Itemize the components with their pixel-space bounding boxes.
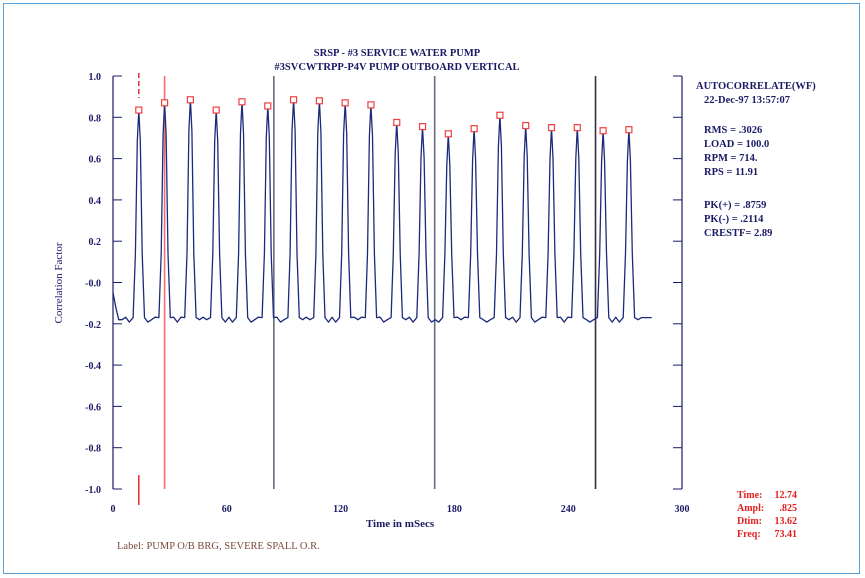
cursor-lines — [138, 73, 597, 505]
y-tick-label: 0.6 — [89, 155, 102, 166]
peak-markers — [135, 96, 633, 138]
series-line — [112, 99, 652, 323]
y-tick-label: 0.8 — [89, 113, 102, 124]
y-tick-label: 0.4 — [89, 196, 102, 207]
peak-marker — [444, 130, 452, 138]
cursor-readout: Time: 12.74 Ampl: .825 Dtim: 13.62 Freq:… — [737, 490, 797, 540]
peak-marker — [393, 118, 401, 127]
x-tick-label: 240 — [561, 504, 576, 515]
readout-label: Freq: — [737, 529, 761, 540]
series-lines — [112, 99, 652, 323]
info-header-line: 22-Dec-97 13:57:07 — [704, 95, 790, 106]
info-header-line: AUTOCORRELATE(WF) — [696, 81, 816, 92]
peak-marker — [264, 102, 272, 110]
peak-marker — [470, 125, 478, 133]
peak-marker — [599, 127, 607, 135]
x-axis-label: Time in mSecs — [366, 518, 435, 530]
info-stat-line: RPS = 11.91 — [704, 167, 758, 178]
peak-marker — [547, 124, 556, 132]
x-tick-label: 60 — [222, 504, 232, 515]
peak-marker — [186, 96, 194, 104]
x-tick-label: 0 — [111, 504, 116, 515]
chart-frame — [3, 3, 860, 574]
peak-marker — [367, 101, 375, 109]
y-tick-label: -0.4 — [85, 361, 101, 372]
info-peak-line: PK(+) = .8759 — [704, 200, 766, 211]
label-text: Label: PUMP O/B BRG, SEVERE SPALL O.R. — [117, 541, 320, 552]
readout-label: Time: — [737, 490, 762, 501]
readout-value: 73.41 — [775, 529, 798, 540]
x-tick-label: 300 — [675, 504, 690, 515]
readout-label: Dtim: — [737, 516, 762, 527]
peak-marker — [135, 106, 143, 114]
peak-marker — [573, 124, 581, 132]
peak-marker — [522, 121, 530, 130]
peak-marker — [496, 111, 504, 119]
y-tick-label: 0.2 — [89, 237, 102, 248]
peak-marker — [315, 97, 323, 105]
peak-marker — [418, 122, 427, 131]
info-peak-line: CRESTF= 2.89 — [704, 228, 772, 239]
chart-title: SRSP - #3 SERVICE WATER PUMP — [314, 48, 481, 59]
peak-marker — [625, 126, 633, 134]
axis-ticks: 1.0 0.8 0.6 0.4 0.2 -0.0 -0.2 -0.4 -0.6 -0.8 -1.0 0… — [85, 72, 689, 515]
info-peak-line: PK(-) = .2114 — [704, 214, 764, 225]
y-tick-label: -0.0 — [85, 279, 101, 290]
readout-value: 13.62 — [775, 516, 798, 527]
peak-marker — [289, 96, 298, 104]
y-tick-label: -0.2 — [85, 320, 101, 331]
y-tick-label: -0.6 — [85, 402, 101, 413]
readout-value: .825 — [780, 503, 798, 514]
x-tick-label: 180 — [447, 504, 462, 515]
y-tick-label: -1.0 — [85, 485, 101, 496]
info-stat-line: RPM = 714. — [704, 153, 758, 164]
info-stat-line: LOAD = 100.0 — [704, 139, 769, 150]
peak-marker — [238, 98, 246, 106]
y-axis-label: Correlation Factor — [53, 242, 65, 323]
y-tick-label: 1.0 — [89, 72, 102, 83]
info-stat-line: RMS = .3026 — [704, 125, 762, 136]
y-tick-label: -0.8 — [85, 444, 101, 455]
peak-marker — [341, 99, 349, 107]
peak-marker — [160, 99, 169, 107]
x-tick-label: 120 — [333, 504, 348, 515]
readout-label: Ampl: — [737, 503, 764, 514]
readout-value: 12.74 — [775, 490, 798, 501]
peak-marker — [212, 106, 220, 114]
info-panel: AUTOCORRELATE(WF) 22-Dec-97 13:57:07 RMS… — [696, 81, 816, 239]
chart-subtitle: #3SVCWTRPP-P4V PUMP OUTBOARD VERTICAL — [274, 62, 519, 73]
